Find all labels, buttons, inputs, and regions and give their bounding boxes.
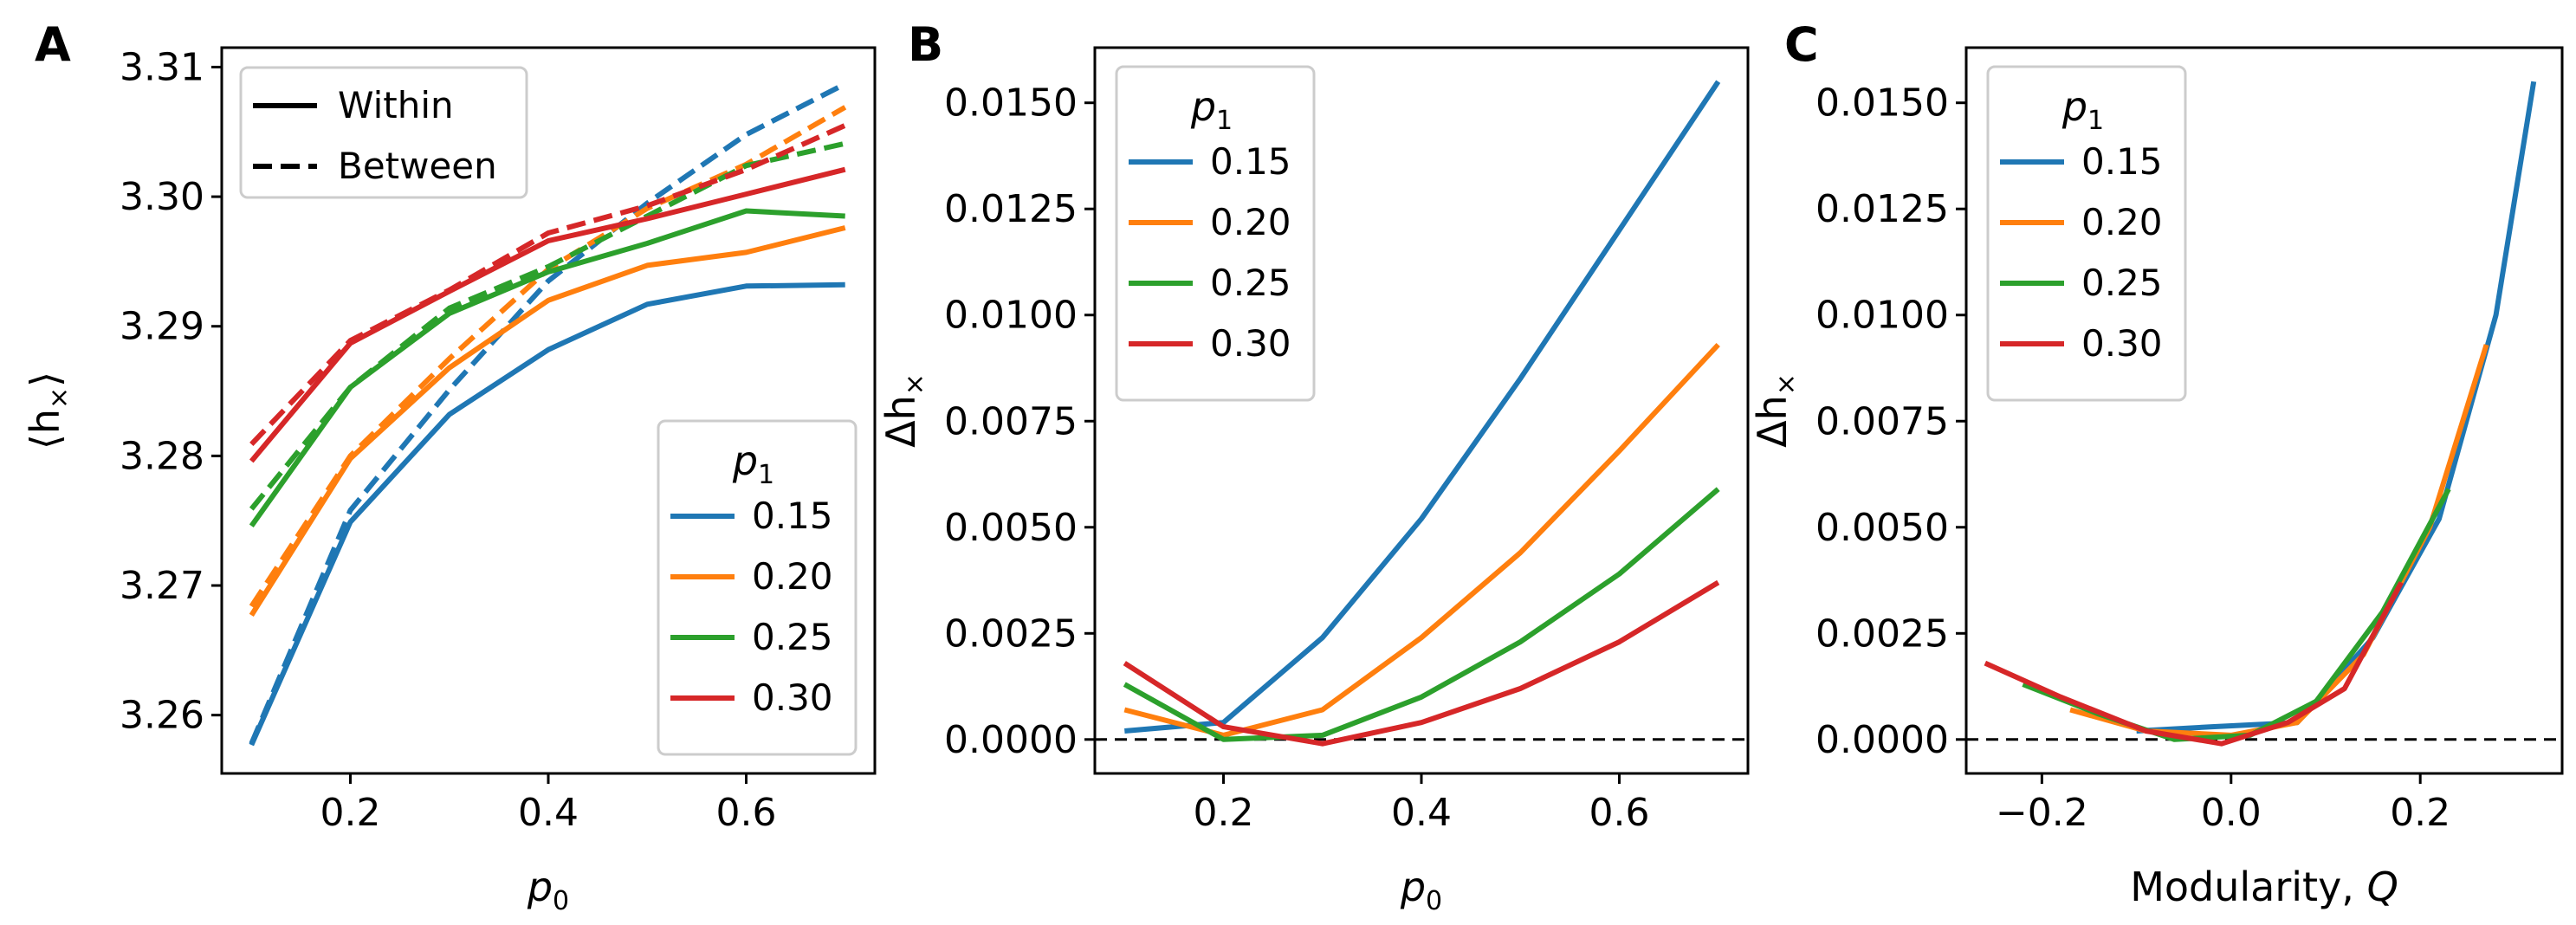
legend-entry-label: 0.20 [1210, 201, 1291, 243]
x-axis-label: p0 [1400, 864, 1442, 916]
legend-title-main: p [1190, 83, 1216, 130]
panel-A: 0.2 0.4 0.63.263.273.283.293.303.31p0⟨h×⟩p… [22, 45, 877, 916]
x-tick-label: 0.2 [320, 791, 381, 835]
y-tick-label: 0.0000 [944, 718, 1078, 762]
legend-title-subscript: 1 [1216, 106, 1233, 136]
x-tick-label: 0.2 [1194, 791, 1254, 835]
series-line-p1-015 [2136, 81, 2537, 734]
x-tick-label: −0.2 [1996, 791, 2088, 835]
x-label-main: Modularity, [2130, 864, 2366, 910]
legend-entry-label: 0.15 [1210, 140, 1291, 183]
y-tick-label: 0.0125 [944, 187, 1078, 231]
legend-title: p1 [1190, 83, 1233, 136]
y-tick-label: 0.0025 [1815, 611, 1949, 656]
x-tick-label: 0.6 [715, 791, 776, 835]
panel-B: 0.2 0.4 0.6 0.0000 0.0025 0.0050 0.0075 0.0100 0… [877, 46, 1750, 916]
legend-box [1986, 65, 2187, 402]
x-axis-label: Modularity, Q [2130, 864, 2398, 910]
panel-letter-B: B [908, 17, 943, 72]
y-tick-label: 3.28 [120, 434, 204, 478]
legend-box [657, 419, 858, 756]
legend-title-subscript: 1 [2087, 106, 2104, 136]
series-line-p1-025-between [249, 140, 846, 511]
x-tick-label: 0.4 [518, 791, 579, 835]
panel-C: −0.2 0.0 0.2 0.0000 0.0025 0.0050 0.0075 0.0100… [1749, 46, 2564, 910]
legend-entry-label: Between [338, 145, 497, 187]
x-label-subscript: 0 [553, 886, 569, 916]
legend-entry-label: Within [338, 84, 454, 126]
legend-style: Within Between [239, 66, 528, 199]
y-axis-label: Δh× [877, 373, 930, 448]
y-tick-label: 0.0075 [1815, 399, 1949, 443]
y-tick-label: 3.29 [120, 305, 204, 349]
x-axis-label: p0 [527, 864, 569, 916]
x-tick-label: 0.4 [1391, 791, 1452, 835]
legend-entry-label: 0.30 [1210, 322, 1291, 365]
y-tick-label: 0.0150 [944, 81, 1078, 126]
legend-entry-label: 0.25 [1210, 262, 1291, 304]
legend-p1: p10.150.200.250.30 [1115, 65, 1316, 402]
legend-entry-label: 0.15 [2081, 140, 2163, 183]
legend-title-main: p [2061, 83, 2087, 130]
x-label-variable: Q [2367, 864, 2398, 910]
legend-entry-label: 0.30 [2081, 322, 2163, 365]
y-label-subscript: × [1771, 373, 1802, 395]
legend-entry-label: 0.30 [752, 676, 833, 719]
series-line-p1-015-between [249, 81, 847, 745]
x-label-main: p [1400, 864, 1426, 910]
legend-entry-label: 0.25 [2081, 262, 2163, 304]
panel-letter-A: A [35, 17, 71, 72]
y-label-main: Δh [877, 395, 924, 448]
legend-box [1115, 65, 1316, 402]
x-tick-label: 0.0 [2201, 791, 2262, 835]
y-tick-label: 0.0025 [944, 611, 1078, 656]
y-label-main: Δh [1749, 395, 1796, 448]
y-tick-label: 0.0125 [1815, 187, 1949, 231]
series-line-p1-020 [1123, 342, 1720, 738]
y-tick-label: 3.27 [120, 564, 204, 608]
y-tick-label: 0.0150 [1815, 81, 1949, 126]
legend-entry-label: 0.20 [752, 555, 833, 598]
y-tick-label: 3.31 [120, 45, 204, 89]
y-axis-label: Δh× [1749, 373, 1802, 448]
series-line-p1-015-within [249, 281, 845, 747]
y-tick-label: 0.0050 [944, 506, 1078, 550]
y-label-subscript: × [44, 387, 74, 409]
y-tick-label: 0.0100 [944, 294, 1078, 338]
series-line-p1-030-between [249, 123, 846, 446]
legend-title: p1 [2061, 83, 2104, 136]
x-label-main: p [527, 864, 553, 910]
legend-title-subscript: 1 [758, 460, 774, 490]
y-tick-label: 0.0000 [1815, 718, 1949, 762]
legend-entry-label: 0.25 [752, 616, 833, 658]
y-label-subscript: × [900, 373, 930, 395]
panel-letter-C: C [1784, 17, 1819, 72]
y-tick-label: 0.0050 [1815, 506, 1949, 550]
x-tick-label: 0.6 [1589, 791, 1649, 835]
x-tick-label: 0.2 [2390, 791, 2450, 835]
y-axis-label: ⟨h×⟩ [22, 372, 74, 450]
y-label-close: ⟩ [22, 372, 68, 387]
series-line-p1-015 [1124, 80, 1721, 734]
y-label-main: ⟨h [22, 409, 68, 450]
y-tick-label: 3.26 [120, 694, 204, 738]
legend-entry-label: 0.15 [752, 495, 833, 537]
series-line-p1-030 [1984, 581, 2404, 747]
legend-entry-label: 0.20 [2081, 201, 2163, 243]
legend-title: p1 [732, 437, 774, 490]
legend-p1: p1 0.15 0.20 0.25 0.30 [657, 419, 858, 756]
legend-p1: p10.150.200.250.30 [1986, 65, 2187, 402]
plot-frame [1964, 46, 2564, 775]
legend-title-main: p [732, 437, 758, 484]
series-line-p1-025 [1123, 487, 1720, 742]
y-tick-label: 0.0100 [1815, 294, 1949, 338]
y-tick-label: 0.0075 [944, 399, 1078, 443]
y-tick-label: 3.30 [120, 175, 204, 219]
series-line-p1-030 [1123, 579, 1720, 747]
x-label-subscript: 0 [1426, 886, 1442, 916]
